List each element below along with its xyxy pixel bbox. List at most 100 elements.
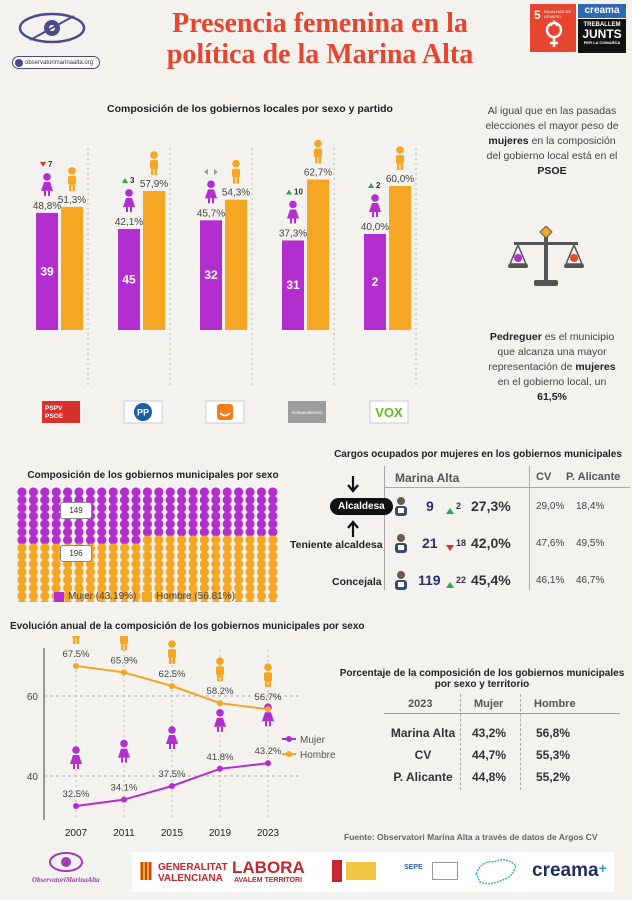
cargo-pct-1: 42,0% (471, 535, 511, 551)
svg-text:VOX: VOX (375, 405, 403, 420)
point-women (73, 803, 79, 809)
waffle-dot-men (85, 583, 95, 593)
waffle-dot-men (120, 543, 130, 553)
point-label: 56.7% (255, 692, 282, 703)
waffle-dot-men (234, 543, 244, 553)
waffle-dot-men (199, 559, 209, 569)
waffle-dot-women (120, 511, 130, 521)
waffle-dot-women (63, 519, 73, 529)
waffle-dot-women (222, 519, 232, 529)
waffle-dot-women (74, 527, 84, 537)
waffle-dot-men (120, 575, 130, 585)
waffle-dot-women (108, 503, 118, 513)
logo-independientes: Independientes (288, 401, 326, 423)
waffle-dot-women (142, 527, 152, 537)
waffle-dot-women (165, 495, 175, 505)
waffle-dot-women (245, 495, 255, 505)
waffle-dot-men (211, 551, 221, 561)
waffle-dot-women (268, 511, 278, 521)
waffle-dot-women (245, 527, 255, 537)
change-value-1: 3 (130, 176, 135, 185)
waffle-dot-men (211, 535, 221, 545)
waffle-dot-women (165, 527, 175, 537)
waffle-dot-men (256, 543, 266, 553)
waffle-dot-women (256, 503, 266, 513)
waffle-dot-women (154, 527, 164, 537)
observatori-logo (12, 6, 92, 50)
waffle-dot-men (131, 575, 141, 585)
territory-head-year: 2023 (408, 698, 433, 710)
waffle-dot-women (74, 535, 84, 545)
waffle-dot-men (268, 599, 277, 602)
bar-women-label-2: 45,7% (197, 208, 225, 219)
waffle-dot-men (85, 591, 95, 601)
waffle-dot-men (165, 575, 175, 585)
waffle-dot-women (17, 527, 27, 537)
waffle-dot-women (17, 495, 27, 505)
waffle-dot-women (234, 519, 244, 529)
waffle-dot-women (131, 527, 141, 537)
waffle-dot-women (28, 487, 38, 497)
cargos-marina-column (384, 466, 530, 590)
waffle-dot-men (256, 567, 266, 577)
waffle-dot-men (256, 535, 266, 545)
bar-women-4 (364, 234, 386, 330)
waffle-dot-men (211, 559, 221, 569)
waffle-dot-women (40, 527, 50, 537)
waffle-dot-men (268, 583, 278, 593)
waffle-dot-men (165, 567, 175, 577)
waffle-dot-women (28, 527, 38, 537)
waffle-dot-men (177, 599, 186, 602)
waffle-dot-women (154, 495, 164, 505)
waffle-dot-women (120, 495, 130, 505)
waffle-dot-men (97, 551, 107, 561)
waffle-dot-women (234, 527, 244, 537)
waffle-dot-women (188, 527, 198, 537)
waffle-dot-men (154, 575, 164, 585)
waffle-dot-men (131, 551, 141, 561)
waffle-dot-men (28, 591, 38, 601)
waffle-dot-women (222, 511, 232, 521)
waffle-dot-men (165, 535, 175, 545)
waffle-dot-men (142, 583, 152, 593)
woman-icon (123, 189, 135, 212)
waffle-dot-men (199, 567, 209, 577)
waffle-dot-men (245, 567, 255, 577)
point-label: 65.9% (111, 655, 138, 666)
waffle-dot-men (256, 551, 266, 561)
sdg-5-logo: 5 IGUALDAD DE GÉNERO (530, 4, 576, 52)
waffle-dot-women (177, 503, 187, 513)
bar-men-label-0: 51,3% (58, 195, 86, 206)
waffle-dot-men (131, 559, 141, 569)
waffle-dot-men (40, 559, 50, 569)
arrow-up-icon (446, 502, 454, 520)
point-label: 37.5% (159, 769, 186, 780)
svg-text:Independientes: Independientes (292, 410, 324, 415)
waffle-dot-women (234, 503, 244, 513)
waffle-dot-men (17, 567, 27, 577)
waffle-dot-men (40, 543, 50, 553)
waffle-dot-men (131, 599, 141, 602)
waffle-dot-men (245, 535, 255, 545)
svg-text:PSOE: PSOE (45, 413, 64, 420)
man-icon (264, 663, 272, 688)
footer-creama: creama+ (532, 860, 607, 881)
waffle-dot-women (142, 503, 152, 513)
waffle-dot-men (222, 543, 232, 553)
waffle-dot-men (28, 583, 38, 593)
waffle-dot-women (28, 495, 38, 505)
website-url[interactable]: observatorimarinaalta.org (12, 56, 100, 69)
waffle-dot-women (165, 511, 175, 521)
waffle-dot-women (108, 495, 118, 505)
waffle-dot-women (154, 511, 164, 521)
waffle-dot-women (17, 519, 27, 529)
side-note-psoe: Al igual que en las pasadas elecciones e… (485, 105, 619, 177)
y-tick-label: 40 (27, 772, 39, 783)
waffle-dot-men (131, 583, 141, 593)
cargo-count-2: 119 (418, 572, 441, 588)
arrow-up-icon (446, 576, 454, 594)
legend-men-label: Hombre (56.81%) (156, 591, 235, 602)
waffle-dot-women (256, 495, 266, 505)
official-woman-icon (392, 496, 410, 516)
waffle-dot-men (74, 583, 84, 593)
